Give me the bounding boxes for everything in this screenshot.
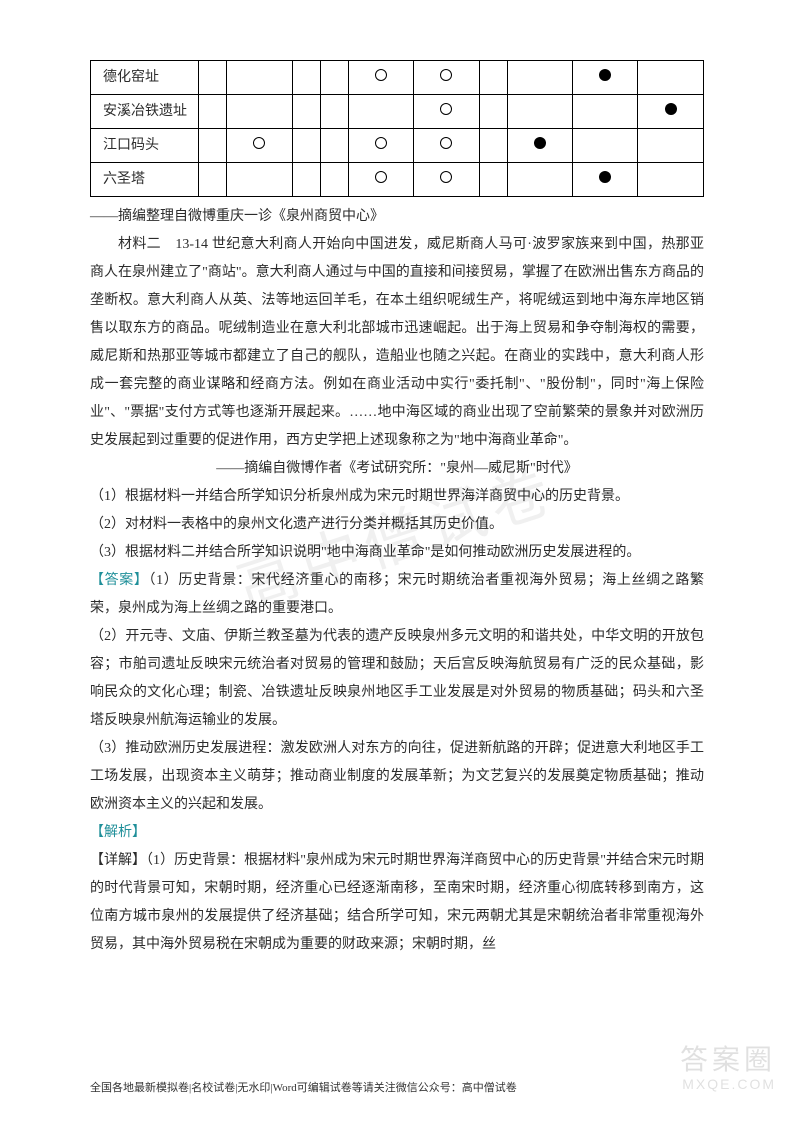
page-footer: 全国各地最新模拟卷|名校试卷|无水印|Word可编辑试卷等请关注微信公众号：高中…: [90, 1077, 704, 1099]
table-cell: [638, 95, 704, 129]
table-cell: [573, 163, 638, 197]
table-cell: [292, 95, 320, 129]
table-cell: [479, 129, 507, 163]
table-cell: [320, 95, 348, 129]
table-cell: [638, 61, 704, 95]
table-cell: [507, 95, 572, 129]
table-cell: [320, 61, 348, 95]
table-cell: [199, 61, 227, 95]
table-cell: [320, 129, 348, 163]
analysis-label: 【解析】: [90, 825, 146, 840]
table-cell: [292, 163, 320, 197]
table-cell: [348, 129, 413, 163]
hollow-circle-icon: [375, 171, 387, 183]
table-cell: [227, 163, 292, 197]
question-3: （3）根据材料二并结合所学知识说明"地中海商业革命"是如何推动欧洲历史发展进程的…: [90, 539, 704, 567]
table-cell: [227, 95, 292, 129]
table-cell: [227, 129, 292, 163]
filled-circle-icon: [599, 69, 611, 81]
watermark-corner-cn: 答案圈: [680, 1043, 776, 1077]
table-cell: [292, 129, 320, 163]
table-cell: [638, 163, 704, 197]
table-row: 安溪冶铁遗址: [91, 95, 704, 129]
question-1: （1）根据材料一并结合所学知识分析泉州成为宋元时期世界海洋商贸中心的历史背景。: [90, 483, 704, 511]
filled-circle-icon: [534, 137, 546, 149]
table-cell: [199, 129, 227, 163]
table-cell: [479, 95, 507, 129]
hollow-circle-icon: [440, 69, 452, 81]
answer-2: （2）开元寺、文庙、伊斯兰教圣墓为代表的遗产反映泉州多元文明的和谐共处，中华文明…: [90, 623, 704, 735]
table-cell: [479, 61, 507, 95]
answer-3: （3）推动欧洲历史发展进程：激发欧洲人对东方的向往，促进新航路的开辟；促进意大利…: [90, 735, 704, 819]
table-cell: [292, 61, 320, 95]
hollow-circle-icon: [440, 137, 452, 149]
table-row: 德化窑址: [91, 61, 704, 95]
table-cell: [227, 61, 292, 95]
row-label: 德化窑址: [91, 61, 199, 95]
table-cell: [414, 163, 479, 197]
analysis-label-line: 【解析】: [90, 819, 704, 847]
source-line-2: ——摘编自微博作者《考试研究所："泉州—威尼斯"时代》: [90, 455, 704, 483]
table-cell: [348, 61, 413, 95]
table-cell: [479, 163, 507, 197]
question-2: （2）对材料一表格中的泉州文化遗产进行分类并概括其历史价值。: [90, 511, 704, 539]
source-line-1: ——摘编整理自微博重庆一诊《泉州商贸中心》: [90, 203, 704, 231]
table-cell: [348, 163, 413, 197]
table-row: 江口码头: [91, 129, 704, 163]
answer-label: 【答案】: [90, 573, 148, 588]
watermark-corner: 答案圈 MXQE.COM: [680, 1043, 776, 1093]
hollow-circle-icon: [440, 103, 452, 115]
table-cell: [414, 129, 479, 163]
table-cell: [199, 95, 227, 129]
table-cell: [414, 61, 479, 95]
row-label: 六圣塔: [91, 163, 199, 197]
table-cell: [199, 163, 227, 197]
filled-circle-icon: [599, 171, 611, 183]
table-cell: [320, 163, 348, 197]
table-cell: [573, 61, 638, 95]
hollow-circle-icon: [375, 69, 387, 81]
answer-1-text: （1）历史背景：宋代经济重心的南移；宋元时期统治者重视海外贸易；海上丝绸之路繁荣…: [90, 573, 704, 616]
table-row: 六圣塔: [91, 163, 704, 197]
material-2: 材料二 13-14 世纪意大利商人开始向中国进发，威尼斯商人马可·波罗家族来到中…: [90, 231, 704, 455]
heritage-table: 德化窑址安溪冶铁遗址江口码头六圣塔: [90, 60, 704, 197]
answer-block-1: 【答案】（1）历史背景：宋代经济重心的南移；宋元时期统治者重视海外贸易；海上丝绸…: [90, 567, 704, 623]
hollow-circle-icon: [253, 137, 265, 149]
table-cell: [638, 129, 704, 163]
table-cell: [507, 129, 572, 163]
row-label: 安溪冶铁遗址: [91, 95, 199, 129]
filled-circle-icon: [665, 103, 677, 115]
analysis-body: 【详解】（1）历史背景：根据材料"泉州成为宋元时期世界海洋商贸中心的历史背景"并…: [90, 847, 704, 959]
table-cell: [573, 129, 638, 163]
table-cell: [573, 95, 638, 129]
row-label: 江口码头: [91, 129, 199, 163]
hollow-circle-icon: [440, 171, 452, 183]
table-cell: [507, 61, 572, 95]
table-cell: [507, 163, 572, 197]
table-cell: [414, 95, 479, 129]
watermark-corner-en: MXQE.COM: [680, 1076, 776, 1093]
table-cell: [348, 95, 413, 129]
hollow-circle-icon: [375, 137, 387, 149]
